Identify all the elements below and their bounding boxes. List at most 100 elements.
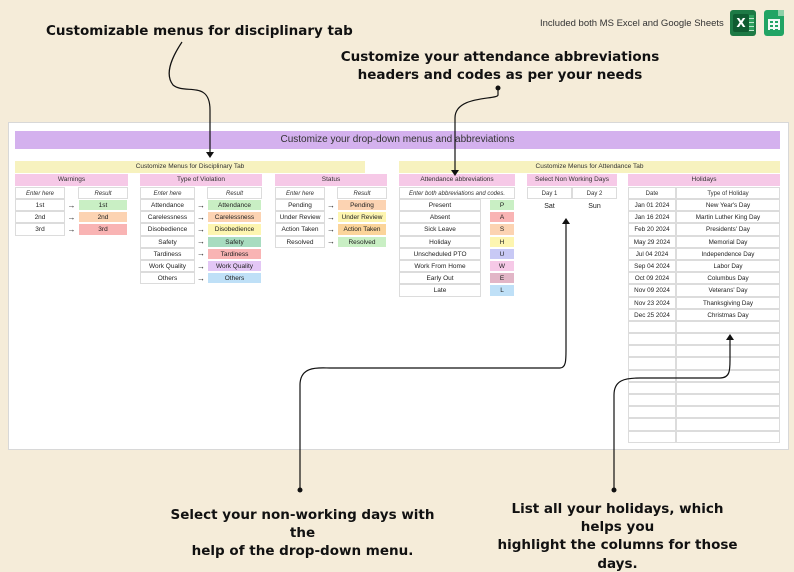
result-cell: Work Quality xyxy=(207,259,262,273)
entry-cell[interactable]: Present xyxy=(399,199,481,212)
mapping-row: Unscheduled PTO U xyxy=(399,247,515,260)
holiday-type-cell[interactable]: Columbus Day xyxy=(676,272,780,285)
entry-cell[interactable]: Late xyxy=(399,284,481,297)
holiday-type-cell[interactable]: Independence Day xyxy=(676,247,780,260)
entry-cell[interactable]: Absent xyxy=(399,211,481,224)
arrow-icon: → xyxy=(67,224,76,234)
holiday-type-cell[interactable]: Veterans' Day xyxy=(676,284,780,297)
day2-select[interactable]: Sun xyxy=(588,203,601,210)
holiday-date-cell[interactable]: Jan 16 2024 xyxy=(628,211,676,224)
holiday-type-cell[interactable]: Christmas Day xyxy=(676,308,780,321)
holiday-row: Oct 09 2024 Columbus Day xyxy=(628,272,780,285)
holiday-date-cell[interactable]: Oct 09 2024 xyxy=(628,272,676,285)
holiday-type-cell[interactable] xyxy=(676,320,780,334)
holiday-date-cell[interactable]: Feb 20 2024 xyxy=(628,223,676,236)
result-cell: 3rd xyxy=(78,223,128,236)
holiday-date-cell[interactable]: Sep 04 2024 xyxy=(628,259,676,273)
result-cell: Pending xyxy=(337,199,387,212)
callout-nonworking-line2: help of the drop-down menu. xyxy=(191,543,414,560)
day1-select[interactable]: Sat xyxy=(544,203,555,210)
warnings-enter-label: Enter here xyxy=(15,187,65,199)
holiday-date-cell[interactable]: Jan 01 2024 xyxy=(628,199,676,212)
entry-cell[interactable]: Unscheduled PTO xyxy=(399,247,481,260)
holiday-date-cell[interactable] xyxy=(628,357,676,370)
arrow-icon: → xyxy=(197,237,205,247)
google-sheets-icon xyxy=(764,10,784,36)
result-cell: Others xyxy=(207,272,262,285)
top-note: Included both MS Excel and Google Sheets xyxy=(540,18,724,29)
mapping-row: 3rd → 3rd xyxy=(15,223,128,236)
entry-cell[interactable]: Disobedience xyxy=(140,223,195,236)
holiday-date-cell[interactable]: Nov 09 2024 xyxy=(628,284,676,297)
warnings-table: Warnings Enter here Result 1st → 1st 2nd → 2nd… xyxy=(15,174,128,236)
mapping-row: Work From Home W xyxy=(399,259,515,273)
holiday-type-cell[interactable] xyxy=(676,406,780,419)
holiday-type-cell[interactable] xyxy=(676,381,780,394)
holiday-type-cell[interactable] xyxy=(676,430,780,443)
holiday-date-cell[interactable] xyxy=(628,430,676,443)
holiday-type-cell[interactable] xyxy=(676,418,780,431)
holiday-row xyxy=(628,357,780,370)
holiday-date-cell[interactable] xyxy=(628,406,676,419)
mapping-row: Action Taken → Action Taken xyxy=(275,223,387,236)
holiday-date-cell[interactable] xyxy=(628,320,676,334)
entry-cell[interactable]: Work Quality xyxy=(140,259,195,273)
holiday-date-cell[interactable] xyxy=(628,394,676,407)
holiday-date-cell[interactable]: Jul 04 2024 xyxy=(628,247,676,260)
holiday-row xyxy=(628,320,780,334)
entry-cell[interactable]: Holiday xyxy=(399,235,481,248)
result-cell: 2nd xyxy=(78,211,128,224)
holiday-type-cell[interactable]: New Year's Day xyxy=(676,199,780,212)
mapping-row: Work Quality → Work Quality xyxy=(140,259,262,273)
arrow-icon: → xyxy=(327,237,335,247)
holiday-row xyxy=(628,406,780,419)
holiday-date-cell[interactable] xyxy=(628,369,676,382)
holiday-type-cell[interactable] xyxy=(676,357,780,370)
holiday-date-cell[interactable] xyxy=(628,333,676,346)
holiday-date-cell[interactable]: Nov 23 2024 xyxy=(628,296,676,309)
holiday-date-cell[interactable]: May 29 2024 xyxy=(628,235,676,248)
holiday-date-cell[interactable] xyxy=(628,345,676,358)
holiday-type-cell[interactable] xyxy=(676,369,780,382)
abbreviations-table: Attendance abbreviations Enter both abbr… xyxy=(399,174,515,297)
entry-cell[interactable]: Safety xyxy=(140,235,195,248)
holiday-date-cell[interactable] xyxy=(628,418,676,431)
disciplinary-section-title: Customize Menus for Disciplinary Tab xyxy=(15,161,365,173)
arrow-icon: → xyxy=(327,224,335,234)
entry-cell[interactable]: Attendance xyxy=(140,199,195,212)
holiday-row: Nov 09 2024 Veterans' Day xyxy=(628,284,780,297)
arrow-icon: → xyxy=(197,200,205,210)
holiday-date-cell[interactable] xyxy=(628,381,676,394)
result-cell: Resolved xyxy=(337,235,387,248)
entry-cell[interactable]: Resolved xyxy=(275,235,325,248)
holiday-type-cell[interactable]: Thanksgiving Day xyxy=(676,296,780,309)
holiday-type-cell[interactable]: Martin Luther King Day xyxy=(676,211,780,224)
entry-cell[interactable]: Carelessness xyxy=(140,211,195,224)
holiday-date-cell[interactable]: Dec 25 2024 xyxy=(628,308,676,321)
holiday-type-cell[interactable] xyxy=(676,345,780,358)
entry-cell[interactable]: Action Taken xyxy=(275,223,325,236)
entry-cell[interactable]: Early Out xyxy=(399,272,481,285)
entry-cell[interactable]: 2nd xyxy=(15,211,65,224)
entry-cell[interactable]: Pending xyxy=(275,199,325,212)
callout-nonworking: Select your non-working days with the he… xyxy=(170,506,435,561)
abbreviations-header: Attendance abbreviations xyxy=(399,174,515,186)
entry-cell[interactable]: 3rd xyxy=(15,223,65,236)
holiday-type-cell[interactable] xyxy=(676,333,780,346)
entry-cell[interactable]: Work From Home xyxy=(399,259,481,273)
entry-cell[interactable]: Sick Leave xyxy=(399,223,481,236)
holiday-type-cell[interactable]: Memorial Day xyxy=(676,235,780,248)
holiday-row: Dec 25 2024 Christmas Day xyxy=(628,308,780,321)
entry-cell[interactable]: 1st xyxy=(15,199,65,212)
entry-cell[interactable]: Tardiness xyxy=(140,247,195,260)
callout-nonworking-line1: Select your non-working days with the xyxy=(170,507,435,542)
holiday-type-cell[interactable]: Presidents' Day xyxy=(676,223,780,236)
holiday-type-cell[interactable] xyxy=(676,394,780,407)
entry-cell[interactable]: Others xyxy=(140,272,195,285)
result-cell: W xyxy=(489,259,515,273)
entry-cell[interactable]: Under Review xyxy=(275,211,325,224)
holiday-type-cell[interactable]: Labor Day xyxy=(676,259,780,273)
violation-result-label: Result xyxy=(207,187,262,199)
status-header: Status xyxy=(275,174,387,186)
result-cell: Carelessness xyxy=(207,211,262,224)
